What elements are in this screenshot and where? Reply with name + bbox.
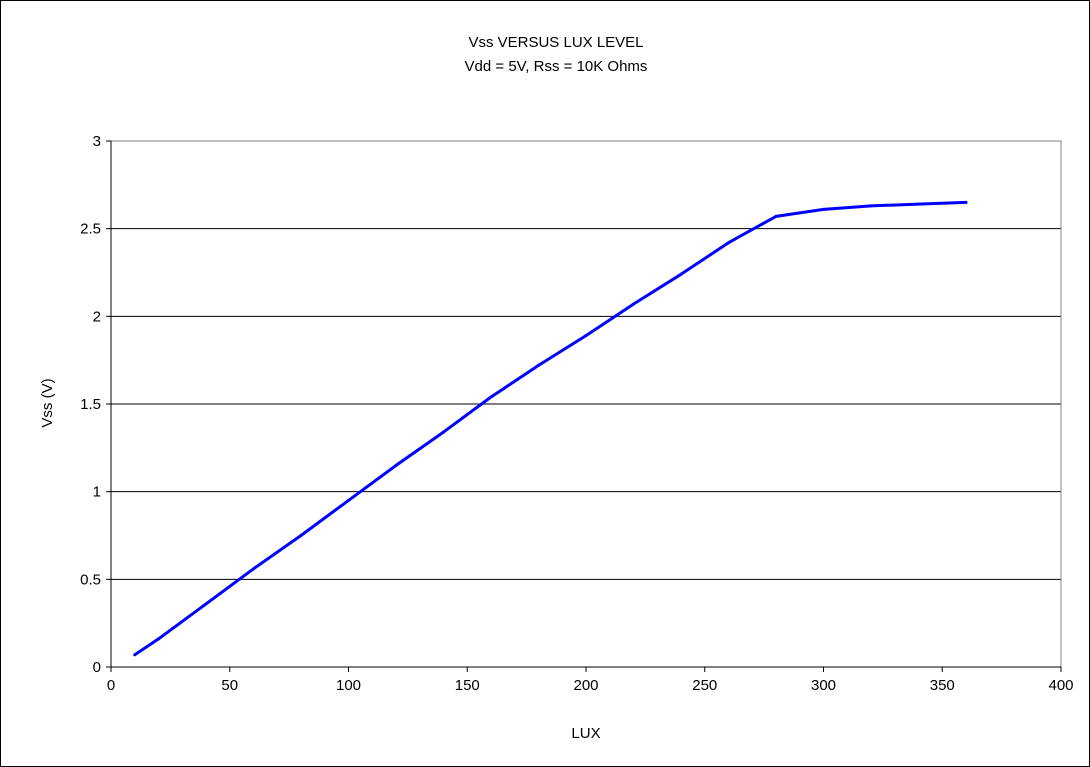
data-point (727, 241, 730, 245)
series-line (133, 200, 968, 657)
y-tick-label: 2 (93, 308, 101, 325)
data-point (252, 567, 255, 571)
x-tick-label: 0 (107, 677, 115, 694)
data-point (632, 302, 635, 306)
data-point (869, 204, 873, 208)
data-point (133, 653, 137, 657)
y-axis-title: Vss (V) (39, 378, 56, 427)
x-tick-label: 350 (930, 677, 955, 694)
data-point (347, 498, 350, 502)
y-tick-label: 1 (93, 484, 101, 501)
data-point (679, 272, 683, 276)
data-point (774, 214, 778, 218)
y-tick-label: 3 (93, 133, 101, 150)
data-point (442, 430, 445, 434)
x-tick-label: 150 (455, 677, 480, 694)
data-point (917, 202, 920, 206)
x-tick-label: 300 (811, 677, 836, 694)
x-tick-label: 50 (221, 677, 238, 694)
series-layer (133, 200, 968, 657)
data-point (299, 534, 303, 537)
chart-title: Vss VERSUS LUX LEVEL (468, 34, 643, 51)
data-point (157, 637, 160, 641)
y-tick-label: 2.5 (80, 221, 101, 238)
y-tick-label: 0.5 (80, 571, 101, 588)
data-point (822, 207, 825, 211)
gridlines (111, 140, 1061, 580)
chart-subtitle: Vdd = 5V, Rss = 10K Ohms (465, 58, 648, 75)
y-tick-label: 0 (93, 659, 101, 676)
data-point (394, 463, 398, 467)
tick-labels: 0 0.5 1 1.5 2 2.5 3 0 50 100 150 200 250 300 350 400 (80, 133, 1073, 694)
data-point (204, 602, 208, 606)
data-point (489, 395, 493, 399)
x-tick-label: 100 (336, 677, 361, 694)
axes (106, 140, 1062, 672)
x-axis-title: LUX (571, 725, 600, 742)
data-point (964, 200, 968, 204)
y-tick-label: 1.5 (80, 396, 101, 413)
data-point (537, 363, 540, 367)
x-tick-label: 250 (692, 677, 717, 694)
data-point (584, 334, 588, 338)
x-tick-label: 200 (573, 677, 598, 694)
x-tick-label: 400 (1048, 677, 1073, 694)
